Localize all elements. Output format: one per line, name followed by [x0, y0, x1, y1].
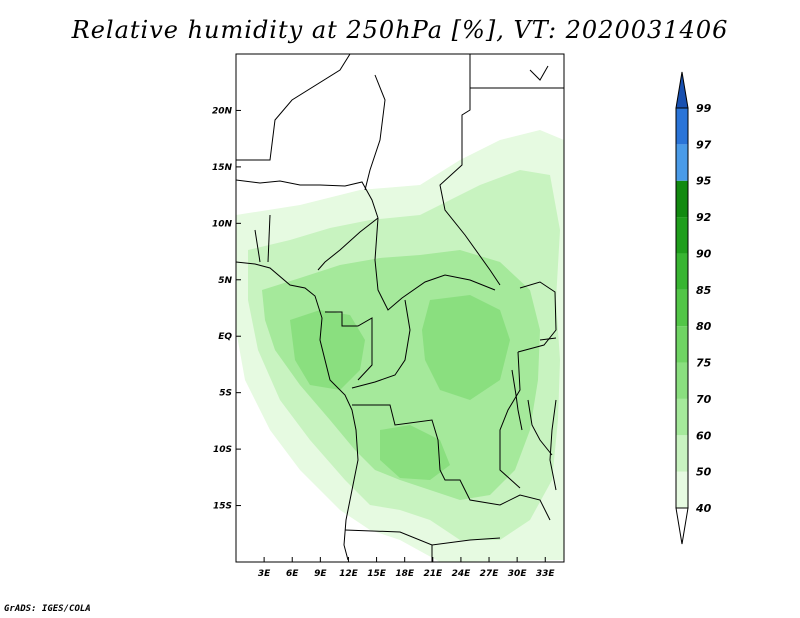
- colorbar-outline: [675, 107, 689, 509]
- colorbar-label: 90: [696, 247, 712, 260]
- border-line: [352, 404, 551, 521]
- colorbar-box: [676, 144, 688, 181]
- lon-tick-label: 18E: [395, 569, 415, 579]
- colorbar-label: 50: [696, 466, 712, 479]
- coastline: [236, 261, 359, 561]
- lat-tick-label: 15S: [213, 502, 232, 512]
- colorbar-box: [676, 435, 688, 472]
- colorbar-label: 75: [696, 357, 712, 370]
- border-line: [317, 217, 379, 271]
- border-line: [511, 369, 523, 431]
- colorbar-box: [676, 362, 688, 399]
- border-line: [267, 214, 271, 263]
- latitude-axis: 20N 15N 10N 5N EQ 5S 10S 15S: [212, 106, 241, 512]
- colorbar-label: 95: [696, 175, 712, 188]
- longitude-axis: 3E 6E 9E 12E 15E 18E 21E 24E 27E 30E 33E: [258, 557, 556, 579]
- colorbar-label: 85: [696, 284, 712, 297]
- border-line: [517, 281, 557, 353]
- colorbar: 40 50 60 70 75 80 85 90 92 95 97 99: [675, 71, 712, 545]
- border-line: [364, 74, 386, 191]
- colorbar-lower-triangle: [675, 507, 689, 545]
- border-line: [549, 399, 557, 491]
- lon-tick-label: 24E: [452, 569, 472, 579]
- border-line: [254, 229, 261, 263]
- colorbar-label: 97: [696, 138, 712, 151]
- lon-tick-label: 3E: [258, 569, 271, 579]
- lat-tick-label: 15N: [212, 163, 233, 173]
- lat-tick-label: 20N: [212, 106, 233, 116]
- colorbar-label: 60: [696, 429, 712, 442]
- lon-tick-label: 15E: [367, 569, 387, 579]
- colorbar-box: [676, 108, 688, 145]
- border-line: [325, 311, 373, 381]
- humidity-band-75-south: [380, 425, 450, 480]
- colorbar-box: [676, 326, 688, 363]
- humidity-shading: [236, 130, 564, 562]
- lon-tick-label: 30E: [508, 569, 528, 579]
- colorbar-label: 99: [696, 102, 712, 115]
- lat-tick-label: EQ: [218, 332, 232, 342]
- lat-tick-label: 5N: [218, 276, 232, 286]
- humidity-band-75-east: [422, 295, 510, 400]
- lon-tick-label: 12E: [339, 569, 359, 579]
- colorbar-box: [676, 217, 688, 254]
- border-line: [529, 65, 549, 81]
- border-line: [351, 299, 411, 389]
- credit-text: GrADS: IGES/COLA: [4, 604, 91, 614]
- border-line: [439, 54, 501, 286]
- border-line: [236, 179, 379, 219]
- lon-tick-label: 21E: [423, 569, 443, 579]
- chart-title: Relative humidity at 250hPa [%], VT: 202…: [71, 16, 729, 44]
- country-borders: [236, 54, 564, 562]
- border-line: [499, 351, 521, 489]
- border-line: [539, 337, 557, 341]
- border-line: [527, 399, 553, 456]
- colorbar-label: 92: [696, 211, 712, 224]
- colorbar-label: 40: [695, 502, 712, 515]
- lon-tick-label: 6E: [286, 569, 299, 579]
- colorbar-label: 70: [696, 393, 712, 406]
- colorbar-box: [676, 253, 688, 290]
- colorbar-box: [676, 471, 688, 508]
- humidity-band-75: [290, 310, 365, 390]
- border-line: [374, 217, 496, 311]
- map-frame: [235, 53, 565, 563]
- lat-tick-label: 5S: [219, 389, 232, 399]
- lat-tick-label: 10S: [213, 445, 232, 455]
- colorbar-box: [676, 180, 688, 218]
- lon-tick-label: 9E: [314, 569, 327, 579]
- lon-tick-label: 27E: [480, 569, 500, 579]
- colorbar-box: [676, 398, 688, 436]
- colorbar-label: 80: [696, 320, 712, 333]
- lat-tick-label: 10N: [212, 219, 233, 229]
- colorbar-box: [676, 289, 688, 327]
- colorbar-upper-triangle: [675, 71, 689, 109]
- border-line: [236, 54, 351, 161]
- lon-tick-label: 33E: [536, 569, 556, 579]
